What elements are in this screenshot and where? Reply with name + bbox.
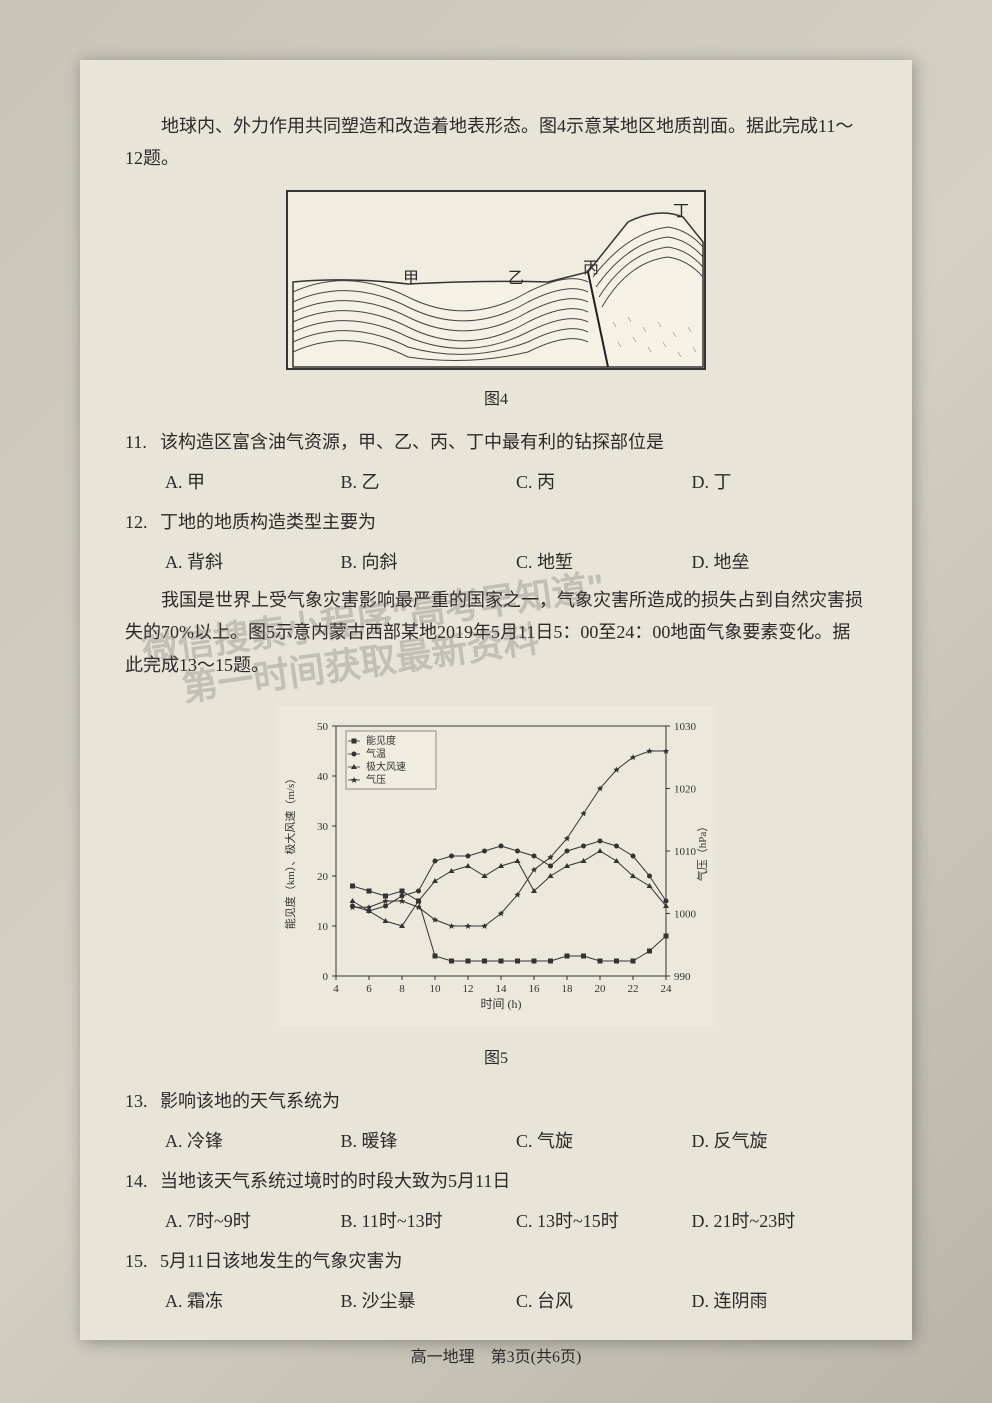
figure4-caption: 图4 [125,385,867,409]
q11-option-b: B. 乙 [341,468,517,494]
figure4-diagram: 甲 乙 丙 丁 [286,190,706,370]
q12-options: A. 背斜 B. 向斜 C. 地堑 D. 地垒 [125,548,867,574]
q15-option-c: C. 台风 [516,1287,692,1313]
svg-text:时间 (h): 时间 (h) [481,997,522,1011]
svg-text:10: 10 [430,983,442,995]
q14-option-a: A. 7时~9时 [165,1207,341,1233]
svg-text:气温: 气温 [366,747,386,760]
svg-text:能见度（km）、极大风速（m/s）: 能见度（km）、极大风速（m/s） [283,773,297,929]
svg-text:990: 990 [674,971,691,983]
q12-text: 丁地的地质构造类型主要为 [160,512,376,532]
q14-option-c: C. 13时~15时 [516,1207,692,1233]
svg-text:8: 8 [399,983,405,995]
q13-option-a: A. 冷锋 [165,1127,341,1153]
geology-svg [288,192,708,372]
exam-page: 地球内、外力作用共同塑造和改造着地表形态。图4示意某地区地质剖面。据此完成11～… [80,60,912,1340]
chart-svg: 4681012141618202224时间 (h)01020304050能见度（… [276,706,716,1026]
svg-text:40: 40 [317,771,329,783]
svg-text:22: 22 [628,983,639,995]
question-12: 12.丁地的地质构造类型主要为 [125,504,867,540]
q15-number: 15. [125,1243,160,1279]
svg-text:12: 12 [463,983,474,995]
q12-option-d: D. 地垒 [692,548,868,574]
q12-option-b: B. 向斜 [341,548,517,574]
svg-text:16: 16 [529,983,541,995]
q13-number: 13. [125,1083,160,1119]
intro-text-2: 我国是世界上受气象灾害影响最严重的国家之一，气象灾害所造成的损失占到自然灾害损失… [125,584,867,681]
svg-text:10: 10 [317,921,329,933]
svg-text:1000: 1000 [674,908,697,920]
svg-text:6: 6 [366,983,372,995]
question-13: 13.影响该地的天气系统为 [125,1083,867,1119]
svg-text:4: 4 [333,983,339,995]
q14-option-d: D. 21时~23时 [692,1207,868,1233]
q12-option-c: C. 地堑 [516,548,692,574]
q15-option-b: B. 沙尘暴 [341,1287,517,1313]
q13-option-b: B. 暖锋 [341,1127,517,1153]
q14-text: 当地该天气系统过境时的时段大致为5月11日 [160,1171,510,1191]
svg-text:14: 14 [496,983,508,995]
svg-text:极大风速: 极大风速 [366,760,406,773]
svg-text:20: 20 [317,871,329,883]
q13-option-d: D. 反气旋 [692,1127,868,1153]
q13-text: 影响该地的天气系统为 [160,1091,340,1111]
q15-option-a: A. 霜冻 [165,1287,341,1313]
q13-option-c: C. 气旋 [516,1127,692,1153]
q15-options: A. 霜冻 B. 沙尘暴 C. 台风 D. 连阴雨 [125,1287,867,1313]
label-ding: 丁 [673,197,689,221]
q12-number: 12. [125,504,160,540]
q11-option-c: C. 丙 [516,468,692,494]
figure5-container: 4681012141618202224时间 (h)01020304050能见度（… [125,696,867,1068]
svg-text:1010: 1010 [674,846,697,858]
page-footer: 高一地理 第3页(共6页) [125,1343,867,1367]
svg-text:50: 50 [317,721,329,733]
question-11: 11.该构造区富含油气资源，甲、乙、丙、丁中最有利的钻探部位是 [125,424,867,460]
q11-option-a: A. 甲 [165,468,341,494]
svg-text:0: 0 [323,971,329,983]
svg-text:1020: 1020 [674,783,697,795]
q14-number: 14. [125,1163,160,1199]
intro-text-1: 地球内、外力作用共同塑造和改造着地表形态。图4示意某地区地质剖面。据此完成11～… [125,110,867,175]
figure5-caption: 图5 [125,1044,867,1068]
question-14: 14.当地该天气系统过境时的时段大致为5月11日 [125,1163,867,1199]
svg-text:气压: 气压 [366,773,386,786]
svg-text:30: 30 [317,821,329,833]
svg-text:1030: 1030 [674,721,697,733]
svg-text:20: 20 [595,983,607,995]
svg-text:气压（hPa）: 气压（hPa） [695,821,709,882]
q15-text: 5月11日该地发生的气象灾害为 [160,1251,402,1271]
figure5-chart: 4681012141618202224时间 (h)01020304050能见度（… [276,706,716,1026]
q11-options: A. 甲 B. 乙 C. 丙 D. 丁 [125,468,867,494]
q14-option-b: B. 11时~13时 [341,1207,517,1233]
label-bing: 丙 [583,254,599,278]
q14-options: A. 7时~9时 B. 11时~13时 C. 13时~15时 D. 21时~23… [125,1207,867,1233]
figure4-container: 甲 乙 丙 丁 图4 [125,190,867,409]
q11-text: 该构造区富含油气资源，甲、乙、丙、丁中最有利的钻探部位是 [160,432,664,452]
svg-text:24: 24 [661,983,673,995]
q11-option-d: D. 丁 [692,468,868,494]
q12-option-a: A. 背斜 [165,548,341,574]
q13-options: A. 冷锋 B. 暖锋 C. 气旋 D. 反气旋 [125,1127,867,1153]
svg-text:能见度: 能见度 [366,734,396,747]
label-jia: 甲 [403,264,419,288]
label-yi: 乙 [508,264,524,288]
q15-option-d: D. 连阴雨 [692,1287,868,1313]
q11-number: 11. [125,424,160,460]
svg-text:18: 18 [562,983,574,995]
question-15: 15.5月11日该地发生的气象灾害为 [125,1243,867,1279]
